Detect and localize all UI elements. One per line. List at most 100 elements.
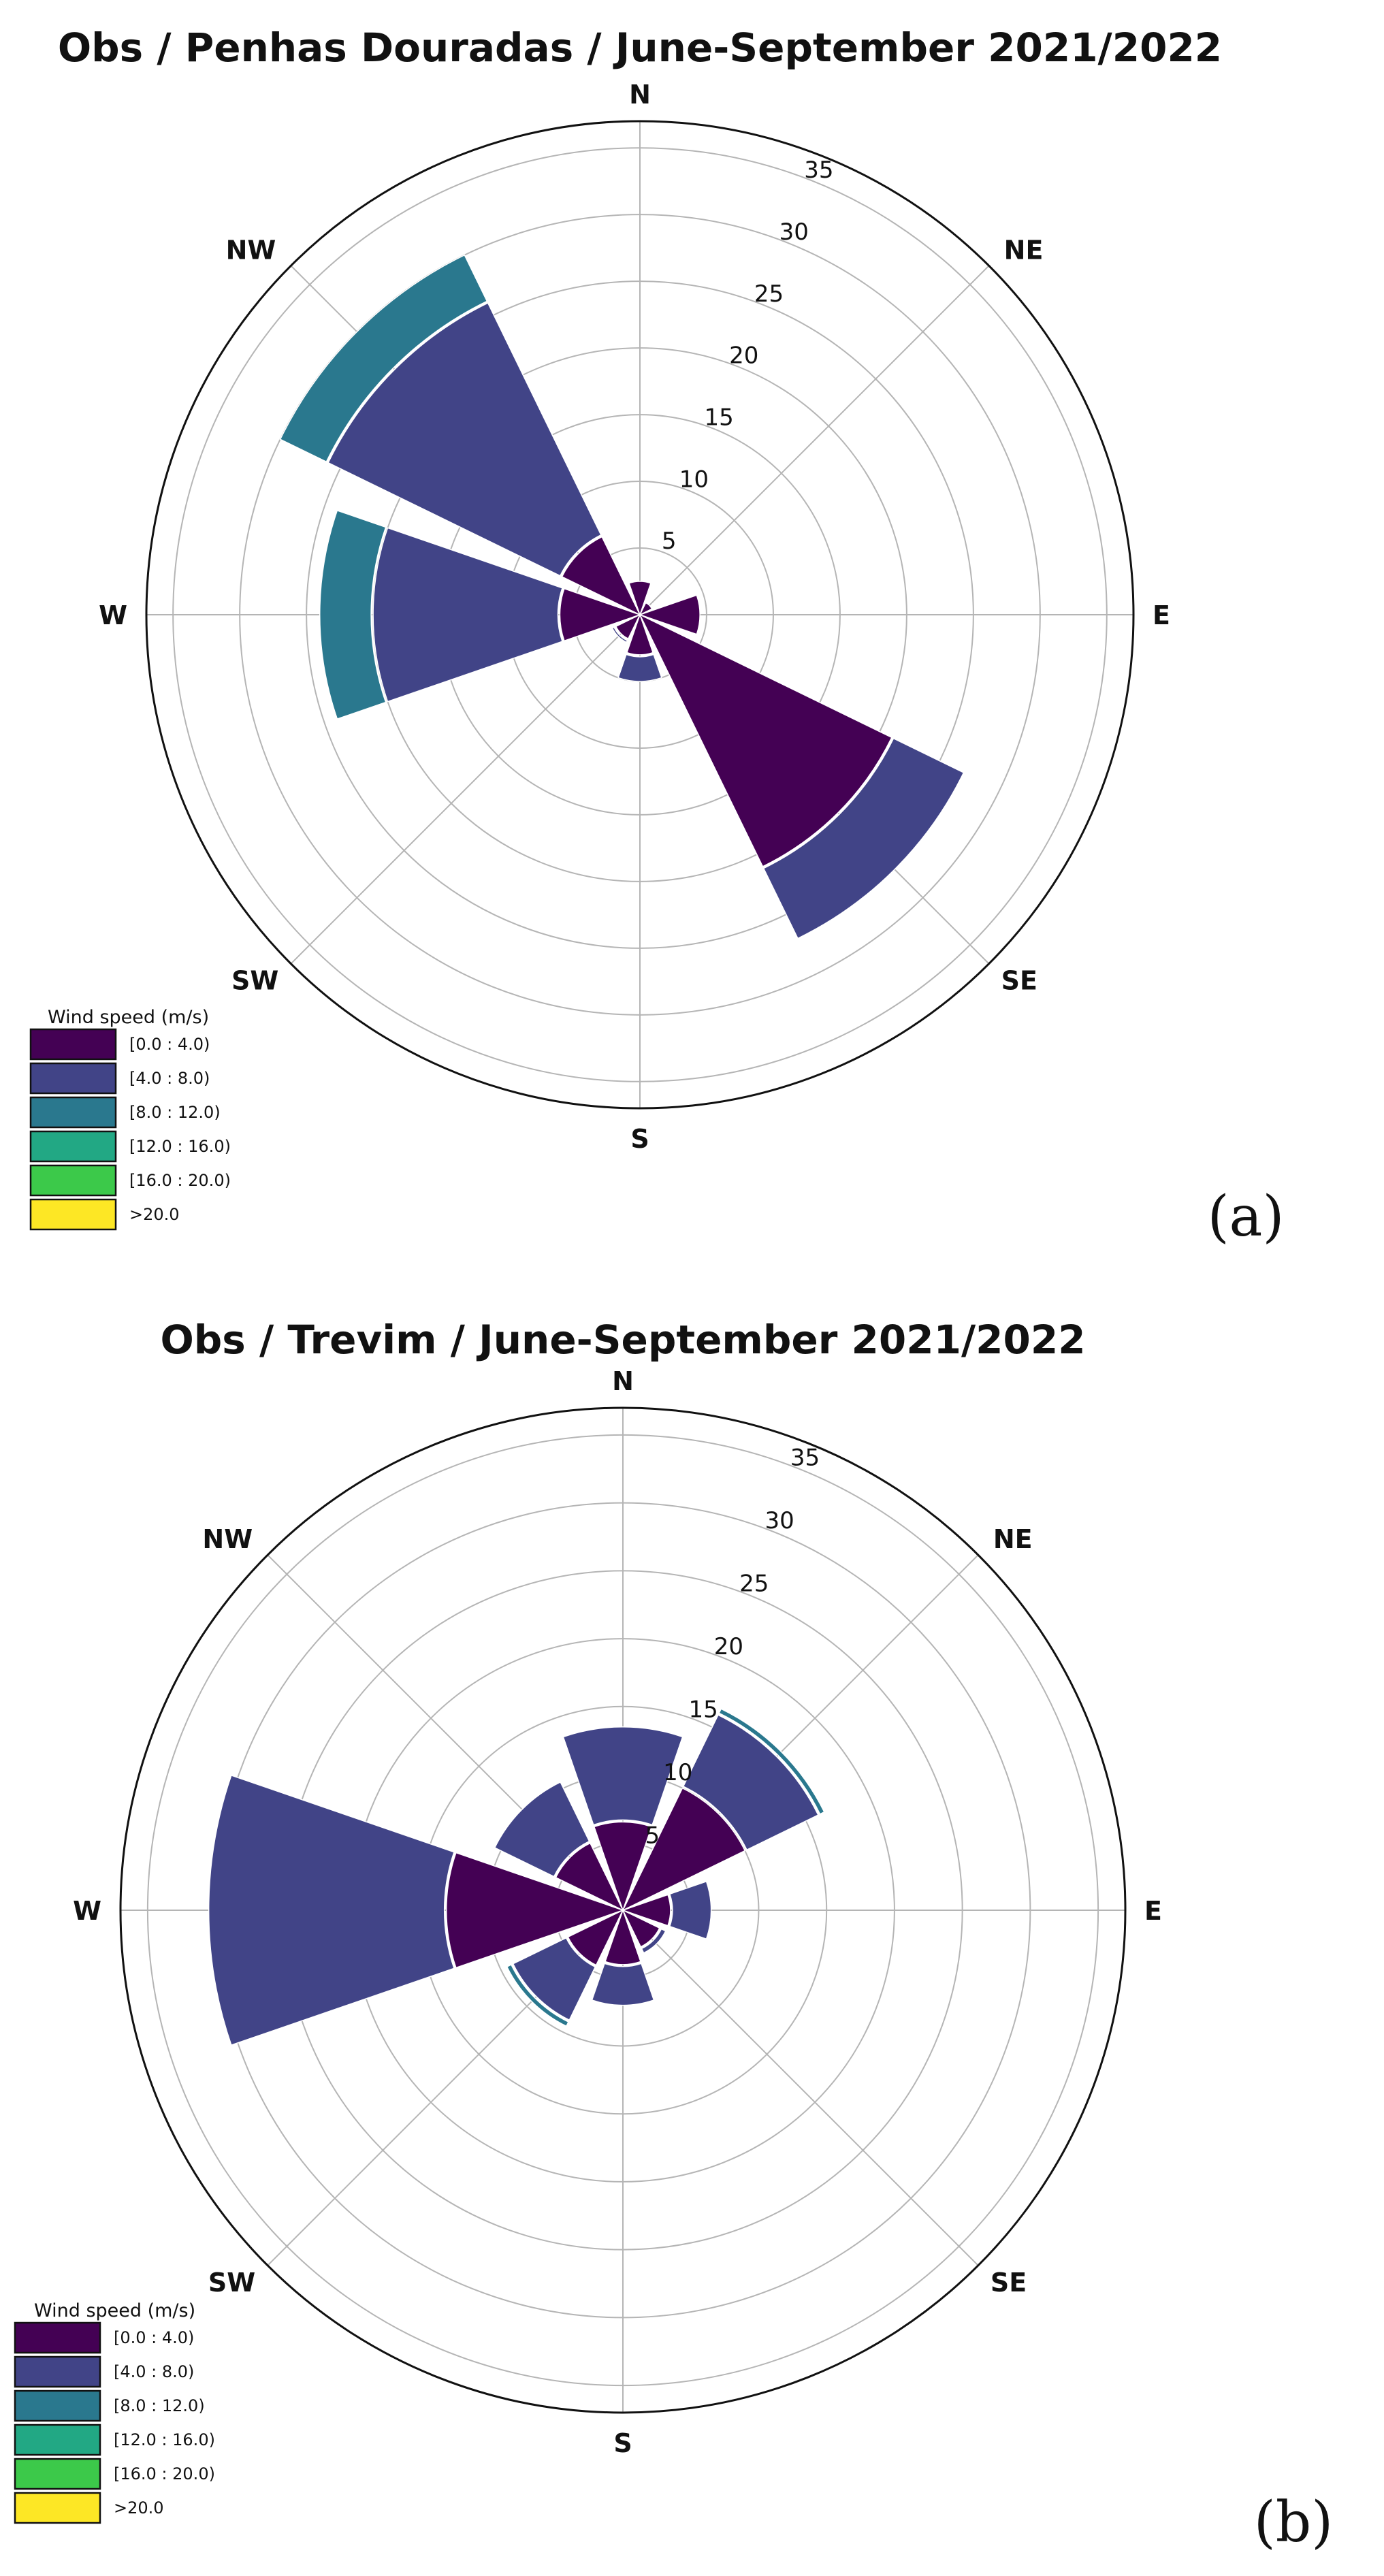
wind-bar [626,613,654,656]
wind-bar [669,1880,712,1940]
radial-tick-label: 20 [729,342,758,370]
wind-bar [622,1787,746,1912]
wind-bars [208,1708,825,2046]
wind-bar [638,594,701,635]
legend-swatch [29,1062,117,1095]
direction-label-ne: NE [1004,235,1044,265]
radial-tick-label: 30 [765,1507,794,1534]
wind-bar [621,1894,671,1927]
direction-label-nw: NW [226,235,276,265]
direction-label-s: S [613,2428,632,2458]
legend-label: >20.0 [114,2498,164,2517]
radial-tick-label: 30 [779,219,809,246]
direction-label-sw: SW [208,2268,255,2298]
wind-bar [622,1909,660,1948]
wind-bar [562,1726,683,1826]
legend-swatch [29,1130,117,1163]
legend-label: [16.0 : 20.0) [114,2464,215,2483]
wind-bar [559,587,642,642]
legend-swatch [14,2389,101,2422]
legend-label: [12.0 : 16.0) [114,2430,215,2449]
radial-tick-label: 35 [790,1445,820,1472]
legend-swatch [14,2458,101,2490]
chart-title: Obs / Penhas Douradas / June-September 2… [58,25,1222,71]
radial-tick-labels: 5 10 15 20 25 30 35 [645,1445,820,1850]
windrose-panel-a: Obs / Penhas Douradas / June-September 2… [29,25,1285,1249]
direction-label-w: W [99,600,127,630]
wind-bar [372,527,563,703]
direction-labels: N NE E SE S SW W NW [99,80,1170,1154]
wind-bar [615,613,641,640]
polar-frame [145,120,1135,1110]
radial-tick-label: 10 [663,1759,692,1786]
panel-label: (b) [1254,2490,1333,2555]
wind-bar [506,1964,569,2027]
direction-label-e: E [1144,1896,1162,1926]
wind-bar [641,1928,666,1954]
legend-swatch [14,2321,101,2354]
legend: Wind speed (m/s) [0.0 : 4.0) [4.0 : 8.0) [… [14,2300,215,2524]
legend-swatch [29,1198,117,1231]
wind-bar [593,1821,653,1912]
radial-tick-label: 15 [704,404,733,431]
direction-label-e: E [1153,600,1170,630]
windrose-panel-b: Obs / Trevim / June-September 2021/2022 … [14,1317,1333,2555]
direction-label-w: W [73,1896,101,1926]
wind-bar [605,1908,641,1965]
direction-label-ne: NE [993,1524,1033,1554]
legend-swatch [14,2355,101,2388]
legend-label: [8.0 : 12.0) [129,1103,221,1122]
legend-label: [0.0 : 4.0) [114,2328,194,2347]
wind-bar [591,1963,655,2006]
chart-title: Obs / Trevim / June-September 2021/2022 [160,1317,1085,1363]
direction-label-se: SE [1001,966,1037,996]
legend-swatch [14,2492,101,2524]
wind-bar [446,1852,625,1969]
legend-swatch [29,1096,117,1129]
polar-frame [119,1406,1127,2414]
legend-swatch [29,1028,117,1061]
legend-label: [0.0 : 4.0) [129,1035,210,1054]
wind-bar [718,1708,825,1815]
legend: Wind speed (m/s) [0.0 : 4.0) [4.0 : 8.0) [… [29,1007,231,1231]
wind-bar [494,1781,590,1878]
grid-spoke [639,265,990,615]
wind-bar [279,254,488,463]
wind-bar [762,737,965,939]
panel-label: (a) [1208,1185,1285,1249]
legend-label: [4.0 : 8.0) [114,2362,194,2381]
direction-label-n: N [629,80,651,110]
wind-bar [567,1909,624,1966]
radial-tick-label: 5 [662,528,677,555]
wind-bar [611,626,628,643]
direction-label-n: N [612,1366,634,1396]
wind-bar [561,536,641,616]
wind-bar [639,613,892,867]
radial-tick-label: 15 [688,1696,718,1724]
legend-swatch [14,2424,101,2456]
radial-tick-label: 25 [739,1571,769,1598]
direction-label-sw: SW [231,966,278,996]
legend-title: Wind speed (m/s) [48,1007,209,1028]
direction-labels: N NE E SE S SW W NW [73,1366,1162,2458]
legend-label: [12.0 : 16.0) [129,1137,231,1156]
wind-bar [639,602,653,616]
wind-bars [279,254,965,939]
wind-bar [327,302,602,577]
direction-label-nw: NW [202,1524,253,1554]
legend-label: [8.0 : 12.0) [114,2396,205,2415]
legend-title: Wind speed (m/s) [34,2300,195,2321]
wind-bar [628,581,651,617]
legend-label: [4.0 : 8.0) [129,1069,210,1088]
wind-bar [208,1774,455,2046]
direction-label-s: S [630,1124,649,1154]
wind-bar [512,1937,596,2021]
radial-tick-label: 5 [645,1822,660,1850]
legend-label: [16.0 : 20.0) [129,1171,231,1190]
radial-tick-label: 20 [714,1633,743,1660]
legend-swatch [29,1164,117,1197]
radial-tick-label: 35 [804,157,833,184]
radial-tick-labels: 5 10 15 20 25 30 35 [662,157,834,555]
wind-bar [682,1714,819,1851]
